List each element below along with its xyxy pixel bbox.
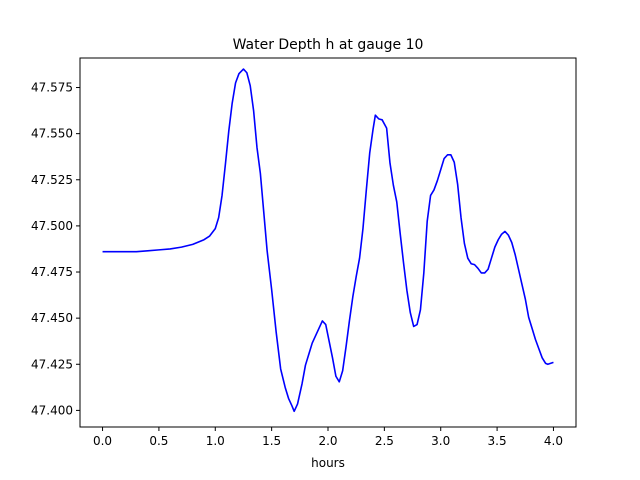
x-tick-label: 1.5 — [262, 434, 281, 448]
y-tick-label: 47.500 — [31, 219, 73, 233]
y-tick-label: 47.550 — [31, 127, 73, 141]
x-tick-label: 2.5 — [375, 434, 394, 448]
series-line-0 — [102, 68, 554, 413]
x-tick-label: 1.0 — [206, 434, 225, 448]
y-tick-label: 47.450 — [31, 311, 73, 325]
x-tick-label: 0.0 — [93, 434, 112, 448]
x-tick-label: 4.0 — [544, 434, 563, 448]
y-tick-label: 47.575 — [31, 81, 73, 95]
x-tick-label: 3.5 — [488, 434, 507, 448]
x-axis-label: hours — [311, 456, 345, 470]
x-tick-label: 0.5 — [149, 434, 168, 448]
y-tick-label: 47.475 — [31, 265, 73, 279]
y-tick-label: 47.400 — [31, 403, 73, 417]
plot-area — [102, 68, 554, 413]
y-axis: 47.400 47.425 47.450 47.475 47.500 47.525 47.5… — [31, 81, 80, 417]
x-axis: 0.0 0.5 1.0 1.5 2.0 2.5 3.0 3.5 4.0 — [93, 427, 563, 448]
y-tick-label: 47.525 — [31, 173, 73, 187]
chart-title: Water Depth h at gauge 10 — [233, 37, 424, 53]
y-tick-label: 47.425 — [31, 357, 73, 371]
plot-frame — [79, 57, 577, 428]
x-tick-label: 2.0 — [318, 434, 337, 448]
x-tick-label: 3.0 — [431, 434, 450, 448]
